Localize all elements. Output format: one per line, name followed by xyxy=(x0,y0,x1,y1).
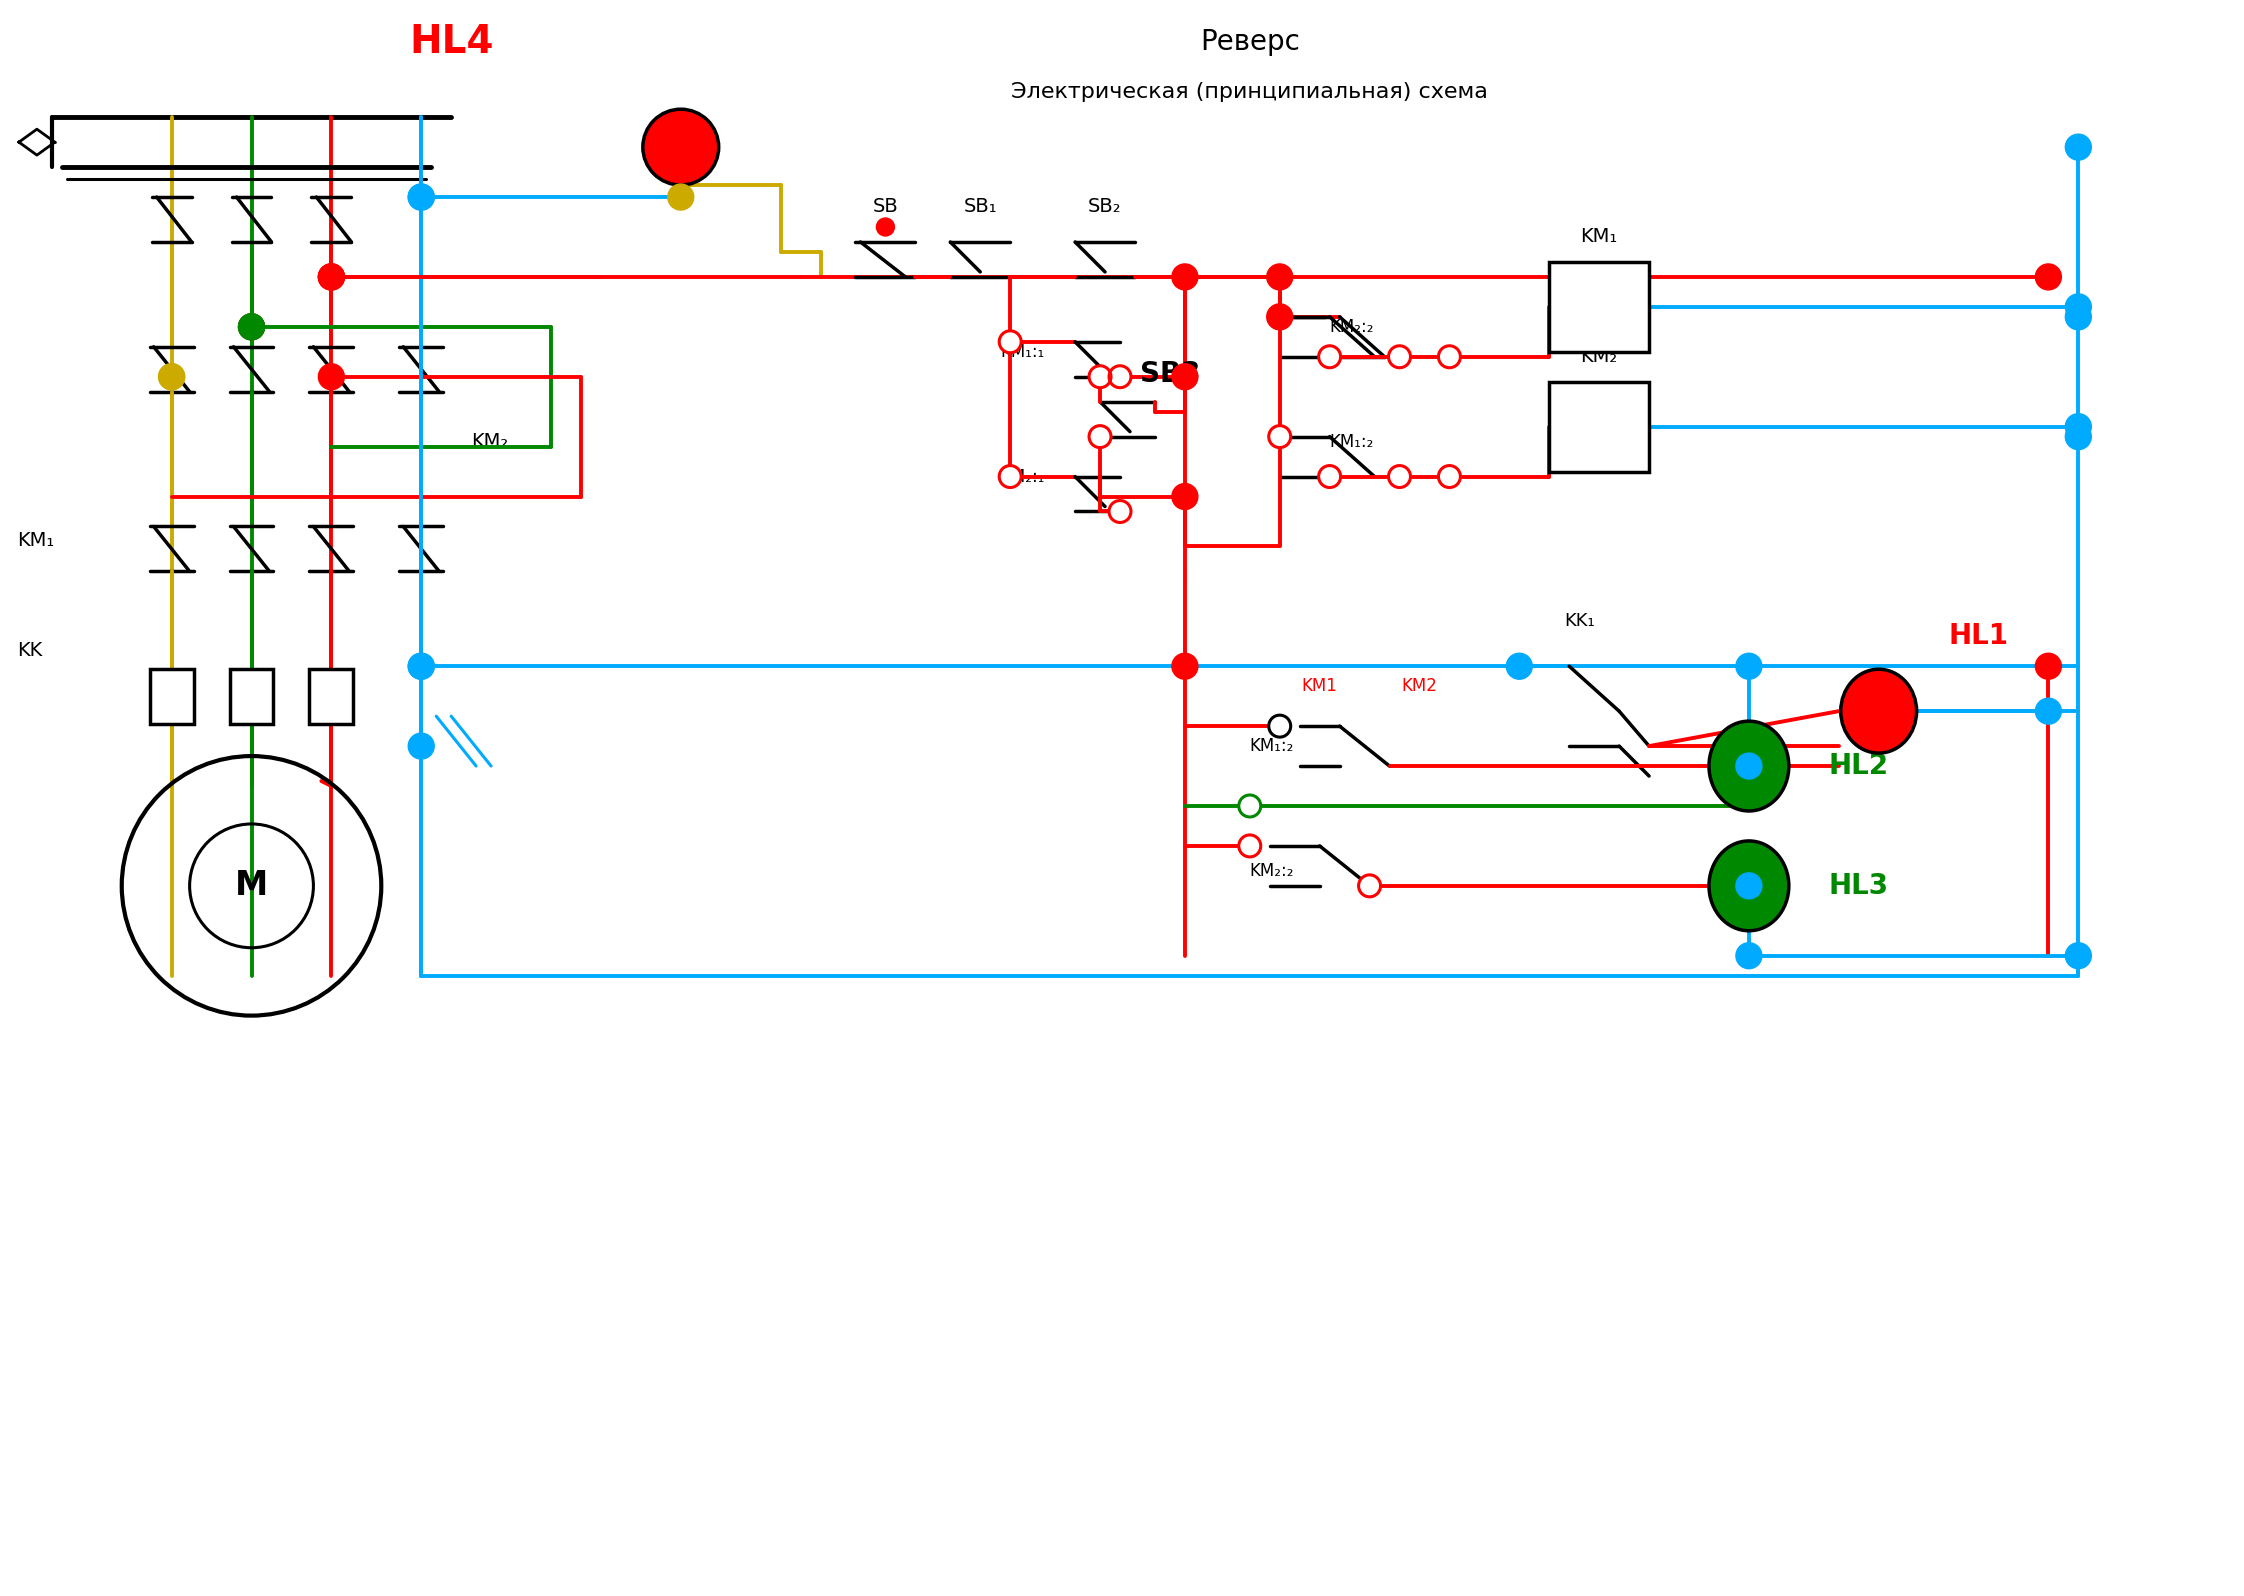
Circle shape xyxy=(1109,501,1131,522)
Text: KM₂:₂: KM₂:₂ xyxy=(1331,318,1373,335)
Ellipse shape xyxy=(1710,841,1788,930)
Circle shape xyxy=(1171,484,1198,509)
Text: HL3: HL3 xyxy=(1829,871,1889,900)
Text: KM₁:₂: KM₁:₂ xyxy=(1331,433,1373,450)
Circle shape xyxy=(1737,943,1762,969)
Text: HL2: HL2 xyxy=(1829,752,1889,780)
Text: Электрическая (принципиальная) схема: Электрическая (принципиальная) схема xyxy=(1012,83,1488,102)
Bar xyxy=(1548,381,1649,471)
Circle shape xyxy=(1268,426,1290,447)
Circle shape xyxy=(1109,365,1131,388)
Circle shape xyxy=(1737,873,1762,899)
Circle shape xyxy=(319,263,343,290)
Circle shape xyxy=(408,184,433,211)
Circle shape xyxy=(2064,413,2091,439)
Text: KM₁: KM₁ xyxy=(1580,227,1618,246)
Circle shape xyxy=(1171,263,1198,290)
Circle shape xyxy=(1438,466,1461,487)
Text: KM₁: KM₁ xyxy=(18,531,54,551)
Circle shape xyxy=(1438,346,1461,367)
Circle shape xyxy=(238,314,265,340)
Bar xyxy=(150,669,193,723)
Bar xyxy=(1548,262,1649,351)
Circle shape xyxy=(999,330,1021,353)
Circle shape xyxy=(1506,653,1533,680)
Ellipse shape xyxy=(1840,669,1916,753)
Ellipse shape xyxy=(1710,721,1788,811)
Circle shape xyxy=(2064,943,2091,969)
Circle shape xyxy=(408,184,433,211)
Text: KM₂:₁: KM₂:₁ xyxy=(1001,468,1046,485)
Bar xyxy=(310,669,352,723)
Circle shape xyxy=(1268,263,1293,290)
Circle shape xyxy=(319,364,343,389)
Circle shape xyxy=(877,219,895,236)
Circle shape xyxy=(408,653,433,680)
Circle shape xyxy=(1088,365,1111,388)
Circle shape xyxy=(1268,306,1290,327)
Circle shape xyxy=(238,314,265,340)
Circle shape xyxy=(408,733,433,760)
Text: SB: SB xyxy=(873,196,898,215)
Circle shape xyxy=(1389,466,1411,487)
Circle shape xyxy=(1319,346,1340,367)
Text: HL1: HL1 xyxy=(1948,622,2008,650)
Circle shape xyxy=(1171,364,1198,389)
Circle shape xyxy=(1737,653,1762,680)
Text: KM₁:₂: KM₁:₂ xyxy=(1250,737,1295,755)
Text: M: M xyxy=(236,870,267,902)
Circle shape xyxy=(1268,303,1293,330)
Circle shape xyxy=(319,263,343,290)
Circle shape xyxy=(1088,426,1111,447)
Circle shape xyxy=(1239,835,1261,857)
Text: KM1: KM1 xyxy=(1302,677,1337,696)
Circle shape xyxy=(669,184,693,211)
Text: Реверс: Реверс xyxy=(1201,29,1299,56)
Circle shape xyxy=(159,364,184,389)
Text: KK: KK xyxy=(18,642,43,661)
Text: KM2: KM2 xyxy=(1402,677,1438,696)
Circle shape xyxy=(1268,715,1290,737)
Circle shape xyxy=(2035,653,2062,680)
Circle shape xyxy=(1319,466,1340,487)
Circle shape xyxy=(238,314,265,340)
Circle shape xyxy=(2064,294,2091,319)
Circle shape xyxy=(2035,263,2062,290)
Circle shape xyxy=(1358,875,1380,897)
Circle shape xyxy=(2064,134,2091,160)
Circle shape xyxy=(408,653,433,680)
Text: SB3: SB3 xyxy=(1140,359,1201,388)
Circle shape xyxy=(1737,753,1762,779)
Circle shape xyxy=(2064,303,2091,330)
Text: KM₁:₁: KM₁:₁ xyxy=(1001,343,1043,361)
Circle shape xyxy=(159,364,184,389)
Circle shape xyxy=(1389,346,1411,367)
Text: SB₁: SB₁ xyxy=(963,196,996,215)
Bar xyxy=(229,669,274,723)
Circle shape xyxy=(2035,697,2062,725)
Text: HL4: HL4 xyxy=(408,24,494,61)
Text: SB₂: SB₂ xyxy=(1088,196,1122,215)
Circle shape xyxy=(2064,423,2091,450)
Text: KM₂:₂: KM₂:₂ xyxy=(1250,862,1295,879)
Ellipse shape xyxy=(642,109,718,185)
Circle shape xyxy=(999,466,1021,487)
Text: KK₁: KK₁ xyxy=(1564,613,1595,630)
Circle shape xyxy=(1171,653,1198,680)
Circle shape xyxy=(1239,795,1261,817)
Circle shape xyxy=(319,263,343,290)
Text: KM₂: KM₂ xyxy=(471,431,509,450)
Text: KM₂: KM₂ xyxy=(1580,346,1618,365)
